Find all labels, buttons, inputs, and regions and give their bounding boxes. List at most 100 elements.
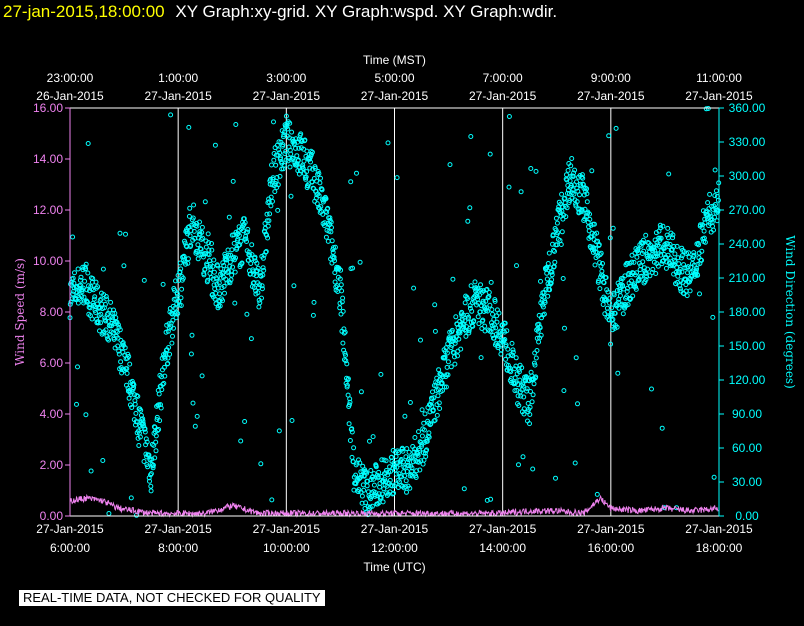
wdir-point	[100, 458, 106, 463]
wdir-point	[574, 185, 580, 191]
wdir-point	[488, 496, 494, 502]
wdir-point	[266, 199, 272, 205]
bottom-tick-date: 27-Jan-2015	[253, 522, 321, 536]
wdir-point	[491, 335, 497, 341]
wdir-point	[233, 122, 239, 127]
wdir-point	[691, 252, 697, 258]
wdir-point	[584, 191, 590, 197]
wdir-point	[293, 145, 298, 151]
wdir-point	[629, 259, 635, 265]
wdir-point	[510, 349, 516, 355]
wdir-point	[424, 447, 430, 453]
wdir-point	[131, 385, 137, 391]
wdir-point	[567, 178, 573, 184]
wdir-point	[117, 230, 123, 236]
wdir-point	[301, 158, 307, 164]
wdir-point	[584, 199, 590, 205]
wdir-point	[607, 295, 613, 301]
wdir-point	[379, 491, 385, 497]
wdir-point	[458, 321, 464, 327]
wdir-point	[340, 295, 346, 301]
wdir-point	[249, 242, 255, 248]
wdir-point	[711, 474, 717, 480]
wdir-point	[209, 241, 214, 246]
wdir-point	[572, 460, 578, 466]
wdir-point	[713, 188, 719, 194]
wdir-point	[534, 348, 540, 353]
wdir-point	[361, 473, 367, 479]
wdir-point	[505, 346, 511, 352]
bottom-tick-time: 8:00:00	[158, 541, 198, 555]
wdir-point	[520, 383, 526, 389]
wdir-point	[677, 286, 683, 292]
wdir-point	[407, 485, 413, 491]
wdir-point	[346, 402, 352, 408]
wdir-point	[303, 174, 309, 180]
wdir-point	[699, 224, 705, 230]
wdir-point	[159, 387, 165, 393]
wdir-point	[187, 233, 193, 239]
wdir-point	[554, 220, 560, 226]
wdir-point	[640, 237, 646, 243]
wdir-point	[435, 393, 441, 399]
wdir-point	[154, 417, 160, 423]
wdir-point	[475, 314, 481, 320]
wdir-point	[150, 462, 156, 468]
wdir-point	[103, 294, 109, 299]
wdir-point	[487, 151, 493, 157]
wdir-point	[600, 261, 605, 266]
wdir-point	[263, 249, 269, 254]
wdir-point	[172, 305, 178, 311]
wdir-point	[542, 300, 548, 305]
wdir-point	[440, 374, 446, 380]
wdir-point	[598, 250, 604, 256]
wdir-point	[463, 333, 469, 339]
wdir-point	[359, 493, 365, 499]
wdir-point	[71, 280, 77, 286]
wdir-point	[468, 134, 474, 139]
right-tick-label: 300.00	[729, 169, 766, 183]
wdir-point	[665, 225, 671, 231]
wdir-point	[238, 438, 244, 444]
wdir-point	[637, 267, 643, 273]
wdir-point	[558, 242, 564, 247]
right-tick-label: 90.00	[732, 407, 762, 421]
wdir-point	[367, 438, 372, 444]
wdir-point	[231, 240, 237, 246]
wdir-point	[532, 350, 538, 356]
bottom-tick-date: 27-Jan-2015	[36, 522, 104, 536]
wdir-point	[248, 261, 254, 266]
wdir-point	[156, 391, 162, 397]
wdir-point	[300, 166, 306, 172]
wdir-point	[351, 445, 357, 451]
wdir-point	[447, 162, 453, 168]
left-tick-label: 2.00	[40, 458, 64, 472]
wdir-point	[506, 184, 512, 190]
wdir-point	[596, 278, 602, 284]
wdir-point	[106, 337, 112, 343]
wdir-point	[133, 410, 139, 416]
wdir-point	[160, 281, 166, 287]
wdir-point	[638, 263, 644, 269]
wdir-point	[640, 259, 646, 265]
top-tick-date: 26-Jan-2015	[36, 89, 104, 103]
wdir-point	[217, 303, 223, 309]
wdir-point	[568, 173, 574, 179]
wdir-point	[601, 280, 607, 286]
wdir-point	[530, 392, 536, 398]
wdir-point	[597, 286, 603, 292]
wdir-point	[113, 315, 119, 321]
wdir-point	[559, 229, 565, 235]
wdir-point	[177, 260, 183, 266]
wdir-point	[199, 229, 205, 235]
wdir-point	[360, 482, 366, 488]
wdir-point	[584, 186, 590, 192]
wdir-point	[516, 462, 521, 468]
wdir-point	[90, 276, 96, 281]
wdir-point	[141, 277, 147, 283]
wdir-point	[123, 231, 128, 237]
wdir-point	[135, 393, 141, 399]
graph-header: 27-jan-2015,18:00:00 XY Graph:xy-grid. X…	[3, 2, 557, 22]
wdir-point	[679, 253, 685, 259]
wdir-point	[376, 469, 382, 475]
